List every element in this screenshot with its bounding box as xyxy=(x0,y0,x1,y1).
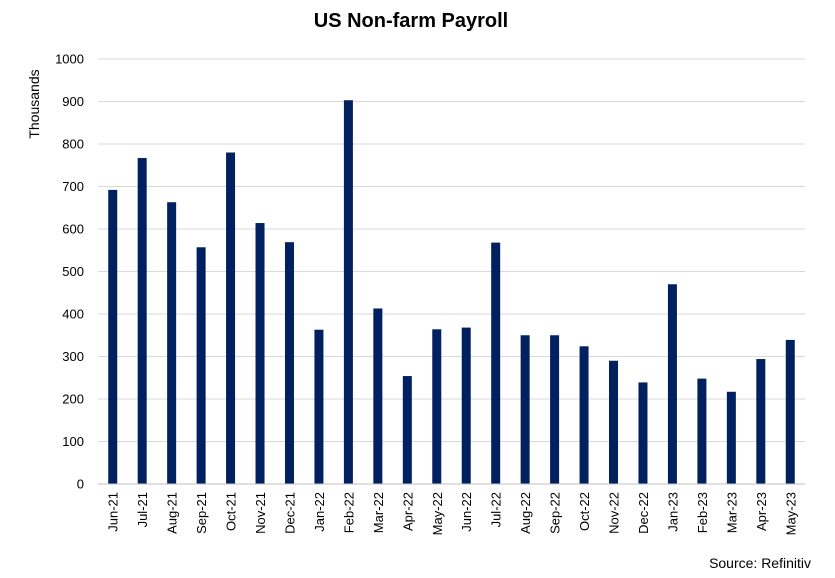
bar-dec-21 xyxy=(284,242,294,484)
x-tick-label: Mar-22 xyxy=(371,492,386,533)
bar-may-23 xyxy=(785,339,795,484)
y-tick-label: 100 xyxy=(62,434,84,449)
bar-may-22 xyxy=(432,329,442,484)
y-tick-label: 300 xyxy=(62,349,84,364)
x-tick-label: Oct-21 xyxy=(224,492,239,531)
bar-jul-21 xyxy=(137,158,147,484)
x-tick-label: Jul-22 xyxy=(489,492,504,527)
bar-apr-22 xyxy=(402,376,412,484)
source-note: Source: Refinitiv xyxy=(709,555,811,571)
x-tick-label: Jul-21 xyxy=(135,492,150,527)
x-tick-label: May-22 xyxy=(430,492,445,535)
bar-feb-22 xyxy=(343,100,353,484)
x-tick-label: Dec-21 xyxy=(282,492,297,534)
x-tick-label: Jan-23 xyxy=(665,492,680,532)
bar-jan-23 xyxy=(667,284,677,484)
x-tick-label: Sep-22 xyxy=(548,492,563,534)
y-tick-label: 700 xyxy=(62,179,84,194)
x-tick-label: Aug-21 xyxy=(165,492,180,534)
x-tick-label: Nov-21 xyxy=(253,492,268,534)
bar-mar-23 xyxy=(726,391,736,484)
y-tick-label: 200 xyxy=(62,392,84,407)
y-tick-label: 900 xyxy=(62,94,84,109)
bar-apr-23 xyxy=(756,359,766,484)
bar-aug-22 xyxy=(520,335,530,484)
x-tick-label: Aug-22 xyxy=(518,492,533,534)
bar-oct-22 xyxy=(579,346,589,484)
x-tick-labels: Jun-21 Jul-21 Aug-21 Sep-21 Oct-21 Nov-21 Dec-… xyxy=(106,492,799,535)
x-tick-label: Apr-23 xyxy=(754,492,769,531)
chart-title: US Non-farm Payroll xyxy=(314,10,508,32)
y-tick-label: 0 xyxy=(77,477,84,492)
y-tick-label: 600 xyxy=(62,222,84,237)
bar-sep-21 xyxy=(196,247,206,484)
x-tick-label: Feb-22 xyxy=(341,492,356,533)
x-tick-label: Dec-22 xyxy=(636,492,651,534)
x-tick-label: Jan-22 xyxy=(312,492,327,532)
bar-aug-21 xyxy=(167,202,177,484)
x-tick-label: Mar-23 xyxy=(724,492,739,533)
y-tick-label: 1000 xyxy=(55,52,84,67)
x-tick-label: Apr-22 xyxy=(400,492,415,531)
x-tick-label: May-23 xyxy=(783,492,798,535)
x-tick-label: Nov-22 xyxy=(607,492,622,534)
gridlines xyxy=(98,58,805,485)
bar-jul-22 xyxy=(491,242,501,484)
bar-jun-22 xyxy=(461,327,471,484)
bars xyxy=(108,100,795,485)
bar-mar-22 xyxy=(373,308,383,484)
bar-oct-21 xyxy=(226,152,236,484)
bar-nov-21 xyxy=(255,223,265,485)
y-tick-label: 800 xyxy=(62,137,84,152)
y-tick-label: 500 xyxy=(62,264,84,279)
y-axis-label: Thousands xyxy=(26,69,42,138)
bar-nov-22 xyxy=(609,360,619,484)
x-tick-label: Oct-22 xyxy=(577,492,592,531)
bar-jan-22 xyxy=(314,329,324,484)
x-tick-label: Sep-21 xyxy=(194,492,209,534)
bar-feb-23 xyxy=(697,378,707,484)
x-tick-label: Feb-23 xyxy=(695,492,710,533)
y-tick-label: 400 xyxy=(62,307,84,322)
x-tick-label: Jun-21 xyxy=(106,492,121,532)
y-tick-labels: 0 100 200 300 400 500 600 700 800 900 1000 xyxy=(55,52,84,492)
bar-dec-22 xyxy=(638,382,648,484)
x-tick-label: Jun-22 xyxy=(459,492,474,532)
bar-jun-21 xyxy=(108,189,118,484)
bar-sep-22 xyxy=(550,335,560,484)
